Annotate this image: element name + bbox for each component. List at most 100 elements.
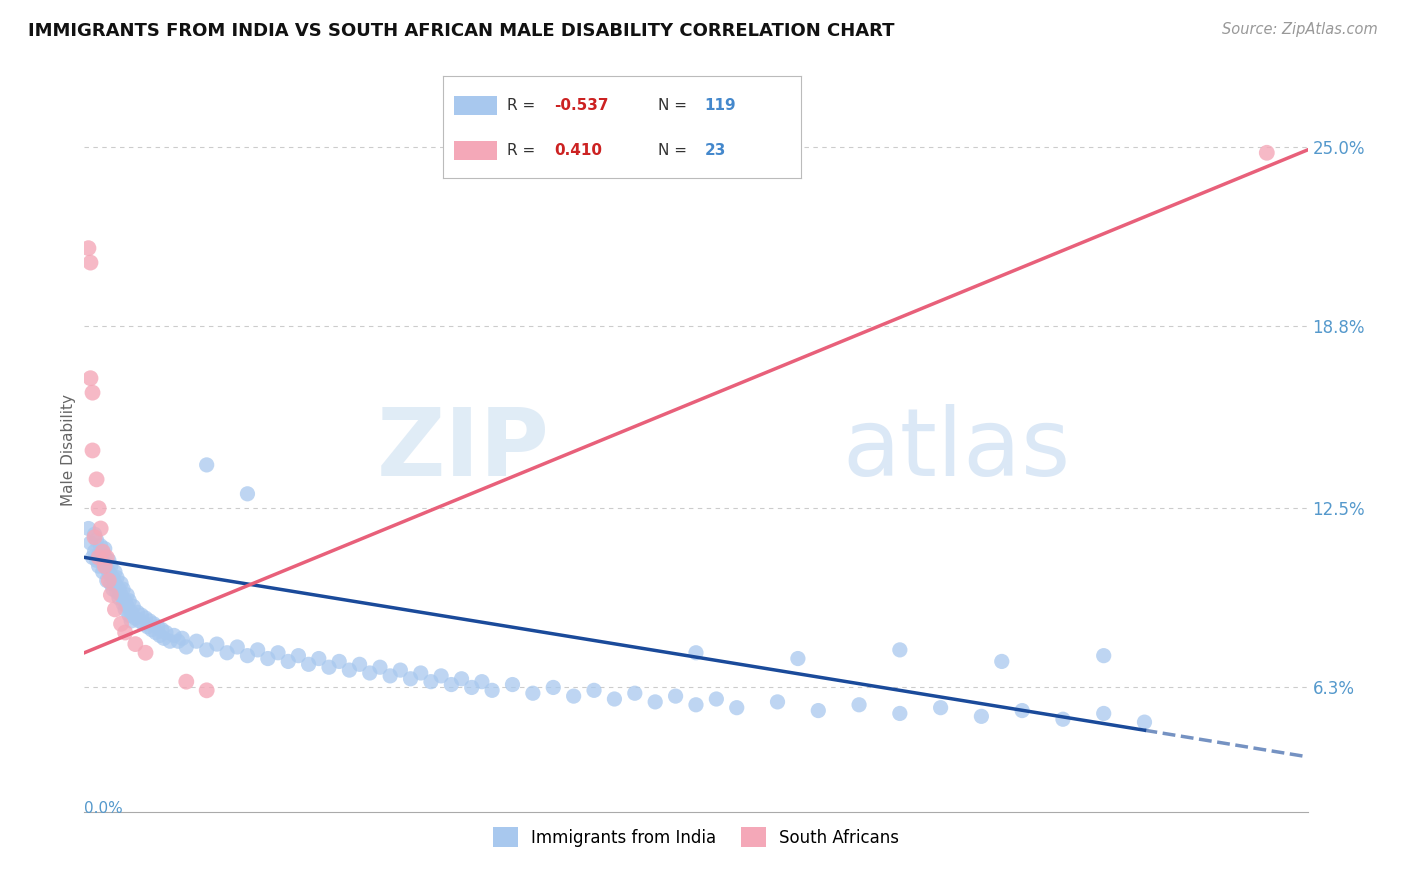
Point <box>155 625 177 640</box>
Point <box>380 669 402 683</box>
Point <box>502 677 524 691</box>
Point <box>120 605 142 619</box>
Text: atlas: atlas <box>842 404 1071 497</box>
Point <box>131 608 153 623</box>
Point <box>766 695 789 709</box>
Point <box>87 501 110 516</box>
Point <box>246 643 269 657</box>
Point <box>110 588 132 602</box>
Point <box>174 640 197 654</box>
Point <box>929 700 952 714</box>
Text: 119: 119 <box>704 98 737 113</box>
Point <box>970 709 993 723</box>
Point <box>328 655 350 669</box>
Point <box>82 550 104 565</box>
Point <box>86 553 108 567</box>
Point <box>471 674 494 689</box>
Point <box>167 634 190 648</box>
Point <box>83 527 105 541</box>
Text: -0.537: -0.537 <box>554 98 609 113</box>
Point <box>87 548 110 562</box>
Point <box>725 700 748 714</box>
Point <box>110 616 132 631</box>
Point <box>87 559 110 574</box>
Point <box>90 521 112 535</box>
Point <box>420 674 443 689</box>
Point <box>79 371 101 385</box>
Point <box>86 533 108 547</box>
Point <box>889 706 911 721</box>
Point <box>120 614 142 628</box>
Point <box>100 588 122 602</box>
Point <box>267 646 290 660</box>
Point <box>128 614 150 628</box>
Point <box>86 472 108 486</box>
Point <box>217 646 239 660</box>
Point <box>104 576 127 591</box>
Text: 0.0%: 0.0% <box>84 801 124 816</box>
Point <box>112 582 135 597</box>
Point <box>543 681 565 695</box>
Point <box>430 669 453 683</box>
Point <box>100 576 122 591</box>
Point <box>146 620 169 634</box>
Point <box>195 643 218 657</box>
Text: IMMIGRANTS FROM INDIA VS SOUTH AFRICAN MALE DISABILITY CORRELATION CHART: IMMIGRANTS FROM INDIA VS SOUTH AFRICAN M… <box>28 22 894 40</box>
Point <box>101 582 124 597</box>
Point <box>624 686 647 700</box>
Point <box>583 683 606 698</box>
Point <box>665 689 688 703</box>
Point <box>522 686 544 700</box>
Point <box>1052 712 1074 726</box>
Point <box>96 574 118 588</box>
Point <box>77 521 100 535</box>
Point <box>114 602 136 616</box>
Point <box>308 651 330 665</box>
Point <box>112 597 135 611</box>
Point <box>889 643 911 657</box>
Text: R =: R = <box>508 98 540 113</box>
Point <box>195 683 218 698</box>
Point <box>149 628 172 642</box>
Point <box>93 550 115 565</box>
Point <box>82 443 104 458</box>
Point <box>277 655 299 669</box>
Point <box>93 556 115 570</box>
Point <box>105 571 128 585</box>
Point <box>115 599 138 614</box>
Point <box>93 541 115 556</box>
Point <box>349 657 371 672</box>
Point <box>132 616 155 631</box>
Point <box>108 582 131 597</box>
Point <box>91 544 114 558</box>
Point <box>79 536 101 550</box>
Point <box>644 695 666 709</box>
Point <box>127 605 149 619</box>
Point <box>118 593 141 607</box>
Point <box>706 692 728 706</box>
Point <box>318 660 340 674</box>
Y-axis label: Male Disability: Male Disability <box>60 394 76 507</box>
Point <box>603 692 626 706</box>
Point <box>96 562 118 576</box>
Point <box>101 571 124 585</box>
Text: N =: N = <box>658 98 692 113</box>
Point <box>104 565 127 579</box>
Point <box>1092 706 1115 721</box>
Point <box>195 458 218 472</box>
Point <box>138 614 160 628</box>
Point <box>97 574 120 588</box>
Point <box>114 593 136 607</box>
Point <box>450 672 472 686</box>
Point <box>135 646 157 660</box>
Point <box>205 637 228 651</box>
Bar <box>454 142 496 160</box>
Point <box>79 255 101 269</box>
Point <box>339 663 361 677</box>
Point <box>159 634 181 648</box>
Point <box>174 674 197 689</box>
Point <box>236 648 259 663</box>
Point <box>115 588 138 602</box>
Text: ZIP: ZIP <box>377 404 550 497</box>
Point <box>96 550 118 565</box>
